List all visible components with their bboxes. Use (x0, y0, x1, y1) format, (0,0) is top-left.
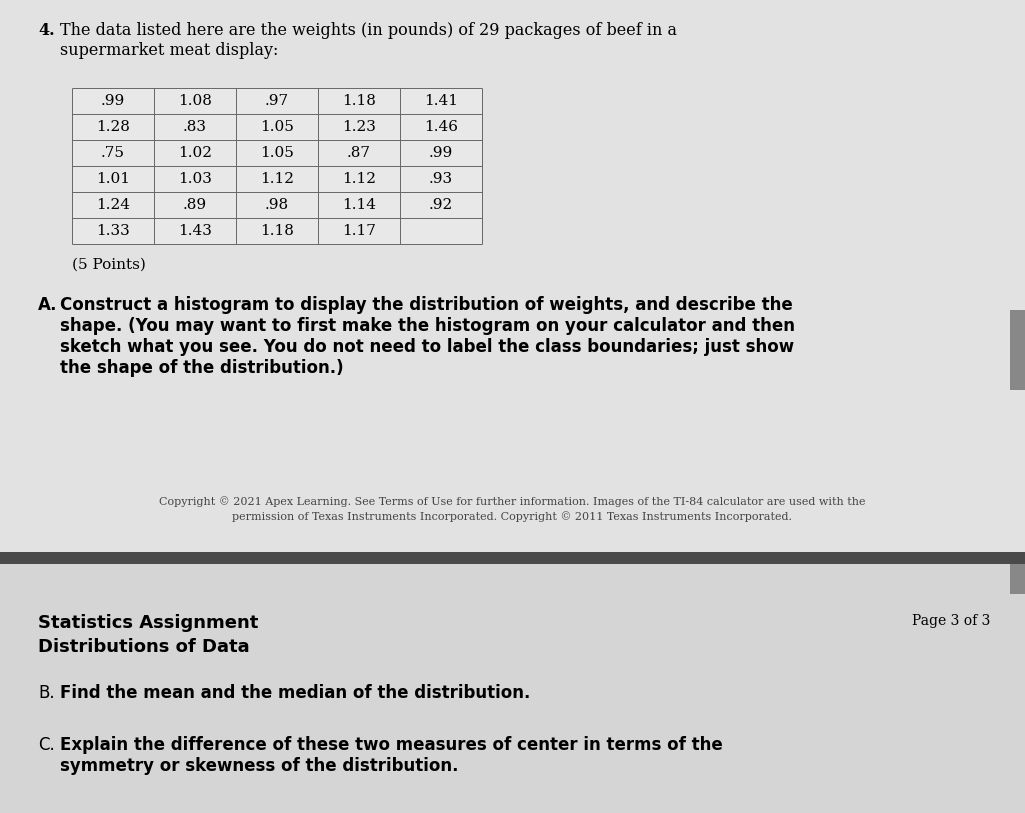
Text: .93: .93 (428, 172, 453, 186)
Bar (0, 0, 1025, 552)
Text: sketch what you see. You do not need to label the class boundaries; just show: sketch what you see. You do not need to … (60, 338, 794, 356)
Text: Distributions of Data: Distributions of Data (38, 638, 250, 656)
Text: shape. (You may want to first make the histogram on your calculator and then: shape. (You may want to first make the h… (60, 317, 795, 335)
Text: 1.46: 1.46 (424, 120, 458, 134)
Text: 1.12: 1.12 (342, 172, 376, 186)
Text: 1.05: 1.05 (260, 146, 294, 160)
Text: 1.43: 1.43 (178, 224, 212, 238)
Text: 1.18: 1.18 (260, 224, 294, 238)
Bar (0, 564, 1025, 813)
Text: 1.41: 1.41 (424, 94, 458, 108)
Text: .97: .97 (264, 94, 289, 108)
Text: .75: .75 (101, 146, 125, 160)
Text: .98: .98 (264, 198, 289, 212)
Text: 1.17: 1.17 (342, 224, 376, 238)
Text: 1.12: 1.12 (260, 172, 294, 186)
Text: Copyright © 2021 Apex Learning. See Terms of Use for further information. Images: Copyright © 2021 Apex Learning. See Term… (159, 496, 865, 506)
Text: 1.28: 1.28 (96, 120, 130, 134)
Text: The data listed here are the weights (in pounds) of 29 packages of beef in a: The data listed here are the weights (in… (60, 22, 676, 39)
Text: 1.23: 1.23 (342, 120, 376, 134)
Text: Explain the difference of these two measures of center in terms of the: Explain the difference of these two meas… (60, 736, 723, 754)
Text: 1.33: 1.33 (96, 224, 130, 238)
Text: A.: A. (38, 296, 57, 314)
Text: (5 Points): (5 Points) (72, 258, 146, 272)
Text: .89: .89 (182, 198, 207, 212)
Bar (1010, 564, 1025, 594)
Text: .87: .87 (347, 146, 371, 160)
Text: Find the mean and the median of the distribution.: Find the mean and the median of the dist… (60, 684, 530, 702)
Text: Construct a histogram to display the distribution of weights, and describe the: Construct a histogram to display the dis… (60, 296, 792, 314)
Text: 1.14: 1.14 (342, 198, 376, 212)
Text: 1.08: 1.08 (178, 94, 212, 108)
Text: .99: .99 (428, 146, 453, 160)
Text: 1.24: 1.24 (96, 198, 130, 212)
Text: permission of Texas Instruments Incorporated. Copyright © 2011 Texas Instruments: permission of Texas Instruments Incorpor… (232, 511, 792, 522)
Text: symmetry or skewness of the distribution.: symmetry or skewness of the distribution… (60, 757, 458, 775)
Text: 1.18: 1.18 (342, 94, 376, 108)
Text: .99: .99 (100, 94, 125, 108)
Bar (1010, 310, 1025, 390)
Text: .83: .83 (183, 120, 207, 134)
Text: the shape of the distribution.): the shape of the distribution.) (60, 359, 343, 377)
Bar (72, 88, 482, 244)
Text: 1.02: 1.02 (178, 146, 212, 160)
Text: C.: C. (38, 736, 54, 754)
Text: 1.03: 1.03 (178, 172, 212, 186)
Text: Page 3 of 3: Page 3 of 3 (911, 614, 990, 628)
Text: B.: B. (38, 684, 54, 702)
Text: .92: .92 (428, 198, 453, 212)
Bar (0, 552, 1025, 564)
Text: Statistics Assignment: Statistics Assignment (38, 614, 258, 632)
Text: supermarket meat display:: supermarket meat display: (60, 42, 279, 59)
Text: 1.05: 1.05 (260, 120, 294, 134)
Text: 4.: 4. (38, 22, 54, 39)
Text: 1.01: 1.01 (96, 172, 130, 186)
